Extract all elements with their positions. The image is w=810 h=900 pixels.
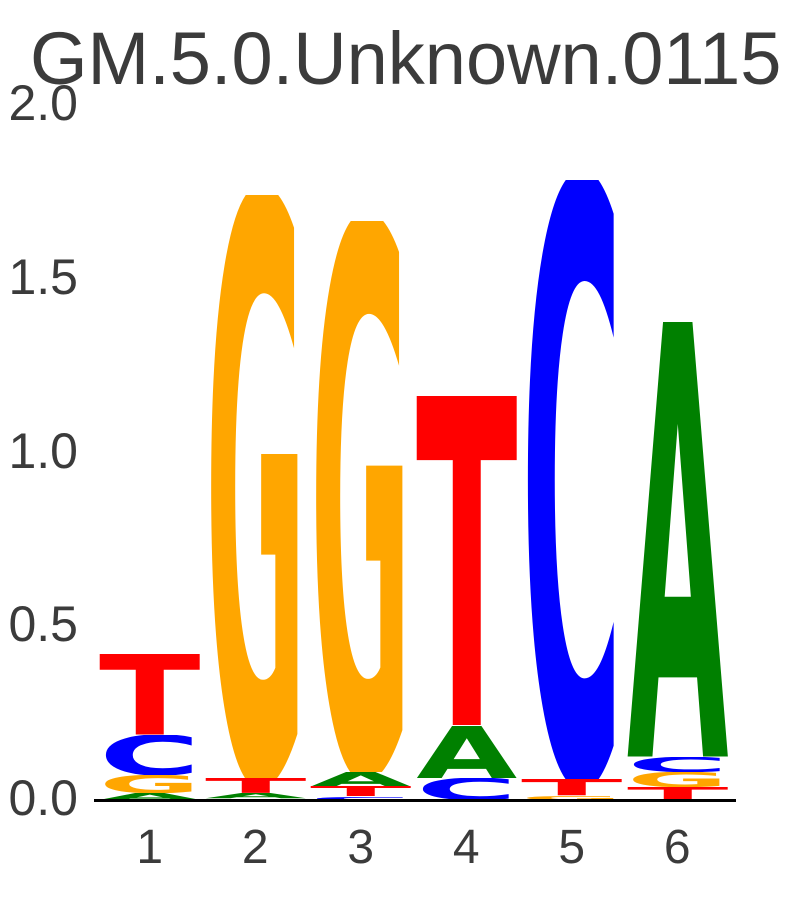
svg-text:G: G — [310, 221, 412, 772]
svg-text:T: T — [627, 787, 729, 800]
svg-text:A: A — [416, 726, 518, 778]
logo-letter-G: G — [99, 775, 201, 793]
logo-letter-T: T — [310, 786, 412, 796]
logo-letter-A: A — [310, 772, 412, 787]
x-tick-label: 1 — [136, 821, 164, 874]
svg-text:A: A — [99, 793, 201, 800]
x-tick-label: 2 — [241, 821, 269, 874]
logo-letter-T: T — [416, 396, 518, 725]
logo-letter-C: C — [310, 797, 412, 800]
logo-letter-T: T — [205, 778, 307, 793]
x-tick-label: 5 — [558, 821, 586, 874]
y-tick-label: 2.0 — [8, 75, 78, 131]
x-tick-label: 4 — [452, 821, 480, 874]
logo-letter-T: T — [521, 779, 623, 795]
svg-text:A: A — [627, 322, 729, 757]
y-tick-label: 1.5 — [8, 248, 78, 305]
svg-text:T: T — [416, 396, 518, 725]
y-tick-label: 0.5 — [8, 596, 78, 653]
y-tick-label: 0.0 — [8, 770, 78, 826]
svg-text:A: A — [310, 772, 412, 787]
chart-title: GM.5.0.Unknown.0115 — [30, 17, 782, 100]
svg-text:C: C — [521, 180, 623, 779]
svg-text:G: G — [627, 772, 729, 787]
svg-text:T: T — [99, 654, 201, 735]
svg-text:T: T — [310, 786, 412, 796]
logo-letter-G: G — [521, 796, 623, 800]
svg-text:C: C — [310, 797, 412, 800]
logo-letter-C: C — [521, 180, 623, 779]
svg-text:C: C — [99, 735, 201, 775]
logo-letter-T: T — [627, 787, 729, 800]
logo-letter-C: C — [99, 735, 201, 775]
logo-letter-A: A — [627, 322, 729, 757]
x-axis-baseline — [94, 799, 736, 802]
logo-stack-position-3: CTAG — [310, 0, 412, 800]
svg-text:G: G — [99, 775, 201, 793]
logo-letter-G: G — [310, 221, 412, 772]
x-tick-label: 6 — [663, 821, 691, 874]
svg-text:C: C — [416, 778, 518, 800]
svg-text:G: G — [521, 796, 623, 800]
logo-letter-A: A — [205, 793, 307, 798]
logo-letter-T: T — [99, 654, 201, 735]
logo-letter-C: C — [416, 778, 518, 800]
svg-text:G: G — [205, 195, 307, 778]
svg-text:A: A — [205, 793, 307, 798]
x-tick-label: 3 — [347, 821, 375, 874]
logo-letter-A: A — [416, 726, 518, 778]
logo-letter-A: A — [99, 793, 201, 800]
svg-text:T: T — [205, 778, 307, 793]
svg-text:T: T — [521, 779, 623, 795]
y-tick-label: 1.0 — [8, 422, 78, 479]
logo-letter-G: G — [627, 772, 729, 787]
svg-text:C: C — [627, 757, 729, 772]
logo-letter-G: G — [205, 195, 307, 778]
logo-letter-C: C — [627, 757, 729, 772]
